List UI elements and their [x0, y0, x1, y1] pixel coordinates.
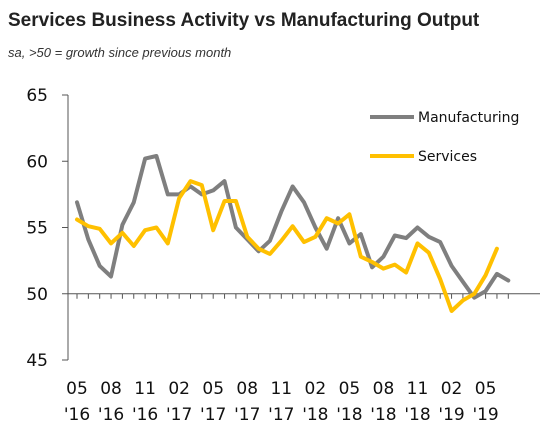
x-tick-label-year: '18	[404, 405, 430, 425]
x-tick-label-month: 05	[339, 379, 361, 399]
x-tick-label-month: 05	[66, 379, 88, 399]
x-tick-label-year: '18	[370, 405, 396, 425]
x-tick-label-month: 08	[100, 379, 122, 399]
x-tick-label-year: '17	[234, 405, 260, 425]
y-axis: 45 50 55 60 65	[26, 86, 69, 371]
x-tick-label-month: 11	[270, 379, 292, 399]
legend: Manufacturing Services	[370, 110, 519, 165]
x-tick-label-month: 02	[441, 379, 463, 399]
x-tick-label-month: 08	[236, 379, 258, 399]
chart-subtitle: sa, >50 = growth since previous month	[8, 45, 232, 60]
x-tick-label-year: '16	[98, 405, 124, 425]
y-tick-label: 65	[26, 86, 48, 106]
x-tick-label-year: '18	[302, 405, 328, 425]
series-line-services	[75, 179, 499, 313]
x-tick-label-month: 11	[134, 379, 156, 399]
x-tick-label-month: 02	[305, 379, 327, 399]
chart-title: Services Business Activity vs Manufactur…	[8, 10, 480, 31]
y-tick-label: 60	[26, 152, 48, 172]
x-tick-label-month: 05	[202, 379, 224, 399]
series-lines	[75, 154, 511, 313]
x-tick-label-month: 11	[407, 379, 429, 399]
series-line-manufacturing	[75, 154, 511, 300]
x-tick-label-month: 05	[475, 379, 497, 399]
y-tick-label: 45	[26, 351, 48, 371]
y-tick-label: 50	[26, 285, 48, 305]
x-tick-label-year: '19	[438, 405, 464, 425]
x-axis: 05 '16 08 '16 11 '16 02 '17 05 '17 08 '17 11 '17 02 '18…	[64, 293, 540, 425]
x-tick-label-year: '18	[336, 405, 362, 425]
x-tick-label-year: '16	[64, 405, 90, 425]
x-tick-label-year: '17	[200, 405, 226, 425]
x-tick-label-month: 08	[373, 379, 395, 399]
y-tick-label: 55	[26, 219, 48, 239]
legend-label-services: Services	[418, 149, 477, 165]
legend-label-manufacturing: Manufacturing	[418, 110, 519, 126]
x-tick-label-year: '19	[472, 405, 498, 425]
x-tick-label-year: '17	[166, 405, 192, 425]
x-tick-label-month: 02	[168, 379, 190, 399]
x-tick-label-year: '17	[268, 405, 294, 425]
x-tick-label-year: '16	[132, 405, 158, 425]
